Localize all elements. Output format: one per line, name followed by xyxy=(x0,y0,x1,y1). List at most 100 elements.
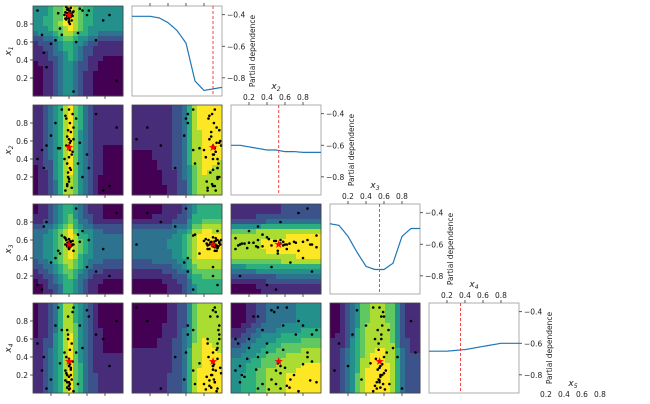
contour-cell xyxy=(187,115,193,121)
contour-cell xyxy=(103,388,109,394)
contour-cell xyxy=(98,56,104,62)
contour-cell xyxy=(93,6,99,12)
contour-cell xyxy=(152,105,158,111)
contour-cell xyxy=(217,224,223,230)
contour-cell xyxy=(291,303,297,309)
contour-cell xyxy=(137,358,143,364)
contour-cell xyxy=(261,279,267,285)
contour-cell xyxy=(53,224,59,230)
contour-cell xyxy=(152,289,158,295)
contour-cell xyxy=(83,81,89,87)
contour-cell xyxy=(142,175,148,181)
contour-cell xyxy=(217,165,223,171)
contour-cell xyxy=(108,165,114,171)
contour-cell xyxy=(118,378,124,384)
contour-cell xyxy=(93,61,99,67)
contour-cell xyxy=(38,86,44,92)
contour-cell xyxy=(53,66,59,72)
pd-tick-label: −0.8 xyxy=(524,371,542,380)
contour-cell xyxy=(276,333,282,339)
contour-cell xyxy=(33,239,39,245)
contour-cell xyxy=(296,264,302,270)
contour-cell xyxy=(311,204,317,210)
sample-point xyxy=(81,229,84,233)
contour-cell xyxy=(286,204,292,210)
contour-cell xyxy=(177,343,183,349)
contour-cell xyxy=(108,209,114,215)
contour-cell xyxy=(231,244,237,250)
contour-cell xyxy=(63,244,69,250)
contour-cell xyxy=(311,368,317,374)
contour-cell xyxy=(291,229,297,235)
contour-cell xyxy=(73,81,79,87)
contour-cell xyxy=(118,348,124,354)
contour-cell xyxy=(132,140,138,146)
panel-frame xyxy=(230,203,322,295)
contour-cell xyxy=(43,41,49,47)
contour-cell xyxy=(33,348,39,354)
contour-cell xyxy=(137,318,143,324)
contour-cell xyxy=(38,219,44,225)
contour-cell xyxy=(187,318,193,324)
pd-axis-label: Partial dependence xyxy=(446,212,455,285)
contour-cell xyxy=(78,36,84,42)
contour-cell xyxy=(395,368,401,374)
sample-point xyxy=(209,315,212,318)
contour-cell xyxy=(43,249,49,255)
contour-cell xyxy=(93,46,99,52)
contour-cell xyxy=(261,234,267,240)
contour-cell xyxy=(103,165,109,171)
contour-cell xyxy=(182,214,188,220)
contour-cell xyxy=(197,259,203,265)
pd-tick-label: −0.8 xyxy=(425,272,443,281)
contour-cell xyxy=(93,125,99,131)
contour-cell xyxy=(306,363,312,369)
contour-cell xyxy=(256,328,262,334)
contour-cell xyxy=(380,318,386,324)
contour-cell xyxy=(152,279,158,285)
contour-cell xyxy=(286,358,292,364)
contour-cell xyxy=(187,175,193,181)
contour-cell xyxy=(281,318,287,324)
contour-cell xyxy=(63,21,69,27)
contour-cell xyxy=(177,289,183,295)
contour-cell xyxy=(182,140,188,146)
contour-cell xyxy=(241,274,247,280)
contour-cell xyxy=(33,155,39,161)
contour-cell xyxy=(33,170,39,176)
contour-cell xyxy=(63,328,69,334)
contour-cell xyxy=(73,274,79,280)
contour-cell xyxy=(38,175,44,181)
contour-cell xyxy=(88,56,94,62)
contour-cell xyxy=(187,234,193,240)
sample-point xyxy=(272,310,276,314)
sample-point xyxy=(94,112,98,116)
contour-cell xyxy=(167,378,173,384)
contour-cell xyxy=(296,343,302,349)
contour-cell xyxy=(202,219,208,225)
contour-cell xyxy=(103,338,109,344)
sample-point xyxy=(376,328,380,332)
sample-point xyxy=(315,380,318,384)
contour-cell xyxy=(113,308,119,314)
sample-point xyxy=(245,246,249,250)
contour-cell xyxy=(375,313,381,319)
subscript: 3 xyxy=(376,185,380,192)
contour-cell xyxy=(231,388,237,394)
contour-cell xyxy=(370,358,376,364)
contour-cell xyxy=(38,135,44,141)
sample-point xyxy=(182,261,186,264)
sample-point xyxy=(65,328,69,332)
contour-cell xyxy=(118,11,124,17)
contour-cell xyxy=(251,219,257,225)
contour-cell xyxy=(261,244,267,250)
contour-cell xyxy=(103,289,109,295)
contour-cell xyxy=(172,120,178,126)
contour-cell xyxy=(83,209,89,215)
contour-cell xyxy=(157,303,163,309)
contour-cell xyxy=(385,338,391,344)
contour-cell xyxy=(311,244,317,250)
contour-cell xyxy=(93,26,99,32)
contour-cell xyxy=(68,145,74,151)
contour-cell xyxy=(38,125,44,131)
